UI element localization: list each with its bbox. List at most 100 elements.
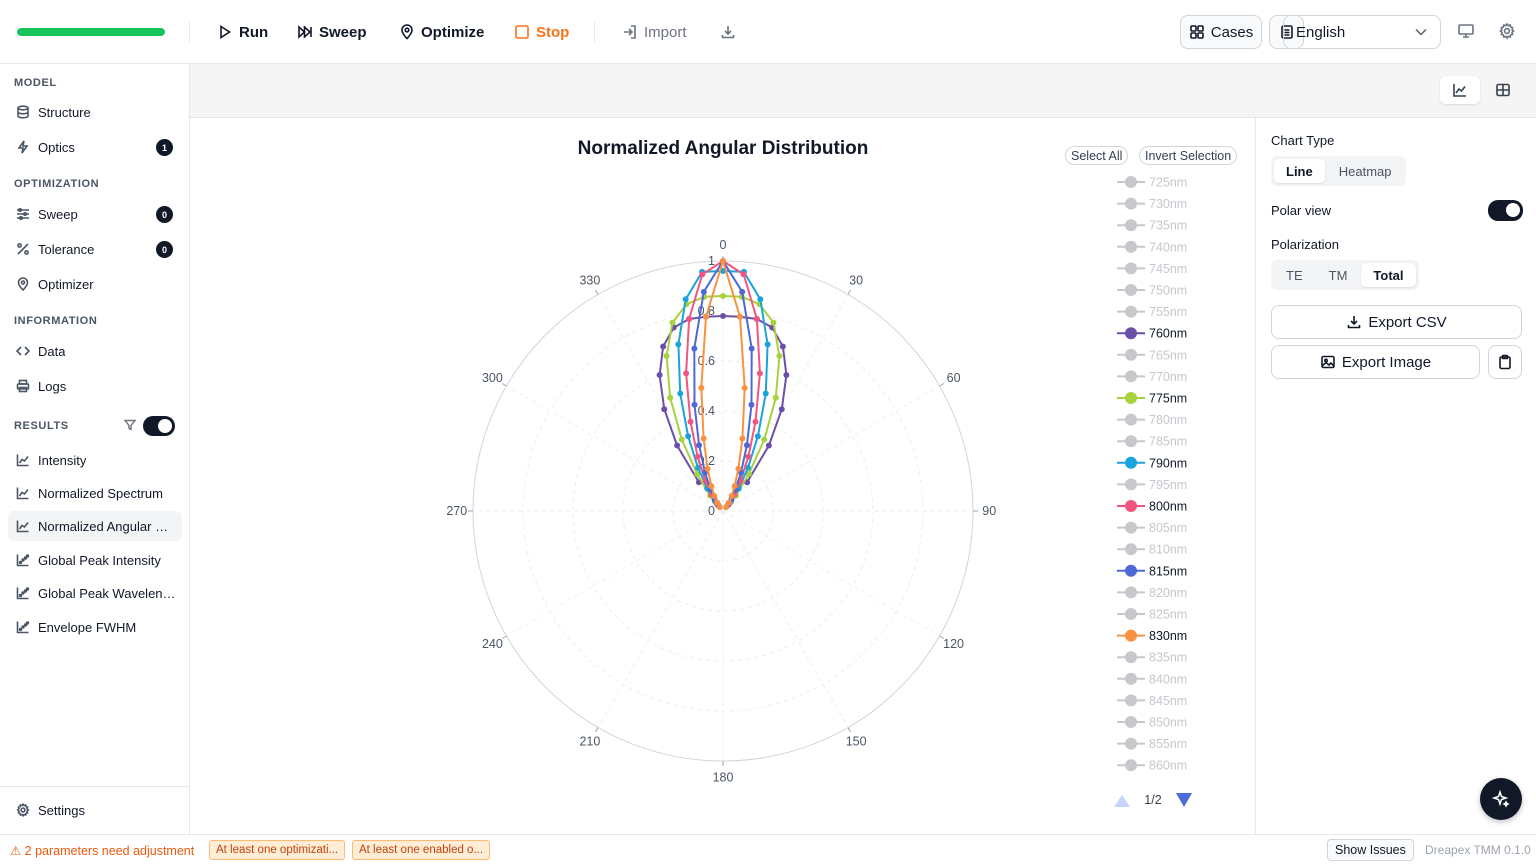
legend-marker bbox=[1125, 737, 1137, 750]
polar-view-toggle[interactable] bbox=[1488, 200, 1523, 221]
polarization-total[interactable]: Total bbox=[1361, 263, 1416, 287]
optimize-button[interactable]: Optimize bbox=[399, 20, 484, 44]
polar-chart: Normalized Angular Distribution 0 30 60 90 1… bbox=[446, 138, 1192, 807]
sidebar-item-normalized-spectrum[interactable]: Normalized Spectrum bbox=[8, 478, 182, 508]
filter-icon[interactable] bbox=[124, 419, 136, 431]
chart-type-heatmap[interactable]: Heatmap bbox=[1338, 163, 1392, 179]
database-icon bbox=[17, 105, 29, 119]
export-image-button[interactable]: Export Image bbox=[1271, 345, 1480, 379]
issue-chip[interactable]: At least one optimizati... bbox=[209, 840, 346, 860]
export-csv-button[interactable]: Export CSV bbox=[1271, 305, 1522, 339]
invert-selection-button[interactable]: Invert Selection bbox=[1139, 146, 1238, 165]
sidebar-item-optics[interactable]: Optics 1 bbox=[8, 132, 182, 162]
data-point bbox=[720, 258, 726, 264]
legend-label: 805nm bbox=[1149, 521, 1187, 535]
stop-button[interactable]: Stop bbox=[514, 20, 569, 44]
sidebar-item-logs[interactable]: Logs bbox=[8, 371, 182, 401]
legend-item[interactable]: 730nm bbox=[1117, 197, 1187, 211]
sidebar-item-global-peak-intensity[interactable]: Global Peak Intensity bbox=[8, 545, 182, 575]
legend-label: 760nm bbox=[1149, 327, 1187, 341]
angle-tick-label: 270 bbox=[446, 504, 467, 518]
import-button[interactable]: Import bbox=[622, 20, 687, 44]
legend-item[interactable]: 755nm bbox=[1117, 305, 1187, 319]
issue-chip[interactable]: At least one enabled o... bbox=[352, 840, 491, 860]
data-point bbox=[685, 433, 692, 440]
angular-tick bbox=[595, 727, 599, 733]
results-filter-toggle[interactable] bbox=[143, 416, 175, 436]
sweep-button[interactable]: Sweep bbox=[297, 20, 367, 44]
legend-item[interactable]: 810nm bbox=[1117, 543, 1187, 557]
scatter-chart-icon bbox=[16, 621, 30, 634]
legend-item[interactable]: 840nm bbox=[1117, 672, 1187, 686]
stop-square-icon bbox=[515, 25, 529, 39]
language-select[interactable]: English bbox=[1283, 15, 1441, 49]
legend-item[interactable]: 830nm bbox=[1117, 629, 1187, 643]
download-button[interactable] bbox=[720, 20, 736, 44]
sidebar-item-optimizer[interactable]: Optimizer bbox=[8, 269, 182, 299]
gear-icon[interactable] bbox=[1498, 22, 1516, 40]
legend-label: 775nm bbox=[1149, 392, 1187, 406]
polarization-label: Polarization bbox=[1271, 237, 1339, 252]
table-view-button[interactable] bbox=[1483, 76, 1523, 104]
legend-item[interactable]: 750nm bbox=[1117, 284, 1187, 298]
legend-item[interactable]: 770nm bbox=[1117, 370, 1187, 384]
chart-view-button[interactable] bbox=[1440, 76, 1480, 104]
run-button[interactable]: Run bbox=[217, 20, 268, 44]
legend-item[interactable]: 795nm bbox=[1117, 478, 1187, 492]
chart-settings-panel: Chart Type Line Heatmap Polar view Polar… bbox=[1255, 118, 1536, 834]
divider bbox=[594, 22, 595, 42]
sidebar-item-tolerance[interactable]: Tolerance 0 bbox=[8, 234, 182, 264]
legend-label: 740nm bbox=[1149, 240, 1187, 254]
legend-item[interactable]: 765nm bbox=[1117, 348, 1187, 362]
legend-item[interactable]: 820nm bbox=[1117, 586, 1187, 600]
legend-item[interactable]: 735nm bbox=[1117, 219, 1187, 233]
legend-item[interactable]: 835nm bbox=[1117, 651, 1187, 665]
legend-item[interactable]: 740nm bbox=[1117, 240, 1187, 254]
legend-item[interactable]: 855nm bbox=[1117, 737, 1187, 751]
page-down-icon[interactable] bbox=[1176, 793, 1192, 807]
sidebar-item-label: Global Peak Wavelength bbox=[38, 585, 176, 601]
page-up-icon[interactable] bbox=[1114, 795, 1130, 807]
legend-item[interactable]: 790nm bbox=[1117, 456, 1187, 470]
data-point bbox=[735, 465, 742, 472]
legend-marker bbox=[1125, 176, 1137, 188]
legend-item[interactable]: 800nm bbox=[1117, 500, 1187, 514]
polarization-tm[interactable]: TM bbox=[1328, 267, 1348, 283]
legend-item[interactable]: 825nm bbox=[1117, 608, 1187, 622]
cases-button[interactable]: Cases bbox=[1180, 15, 1262, 49]
legend-item[interactable]: 760nm bbox=[1117, 327, 1187, 341]
data-point bbox=[675, 341, 682, 348]
section-results: RESULTS bbox=[14, 420, 69, 432]
legend-item[interactable]: 815nm bbox=[1117, 564, 1187, 578]
warning-text[interactable]: ⚠ 2 parameters need adjustment bbox=[10, 844, 195, 858]
legend-item[interactable]: 845nm bbox=[1117, 694, 1187, 708]
sidebar-item-envelope-fwhm[interactable]: Envelope FWHM bbox=[8, 612, 182, 642]
sidebar-item-settings[interactable]: Settings bbox=[8, 795, 182, 825]
legend-item[interactable]: 785nm bbox=[1117, 435, 1187, 449]
sidebar-item-sweep[interactable]: Sweep 0 bbox=[8, 199, 182, 229]
ai-assistant-button[interactable] bbox=[1480, 778, 1522, 820]
legend-item[interactable]: 745nm bbox=[1117, 262, 1187, 276]
copy-clipboard-button[interactable] bbox=[1488, 345, 1522, 379]
show-issues-button[interactable]: Show Issues bbox=[1327, 839, 1414, 861]
sidebar-item-intensity[interactable]: Intensity bbox=[8, 445, 182, 475]
angular-tick bbox=[847, 289, 851, 295]
polarization-te[interactable]: TE bbox=[1286, 267, 1303, 283]
sidebar-item-data[interactable]: Data bbox=[8, 336, 182, 366]
legend-item[interactable]: 780nm bbox=[1117, 413, 1187, 427]
sidebar-item-label: Tolerance bbox=[38, 241, 95, 257]
sidebar-item-global-peak-wavelength[interactable]: Global Peak Wavelength bbox=[8, 578, 182, 608]
sidebar-item-label: Global Peak Intensity bbox=[38, 552, 161, 568]
data-point bbox=[756, 370, 763, 377]
chart-type-line[interactable]: Line bbox=[1274, 159, 1325, 183]
legend-item[interactable]: 775nm bbox=[1117, 392, 1187, 406]
sidebar-item-normalized-angular[interactable]: Normalized Angular Distribution bbox=[8, 511, 182, 541]
sidebar-item-structure[interactable]: Structure bbox=[8, 97, 182, 127]
legend-item[interactable]: 725nm bbox=[1117, 176, 1187, 190]
select-all-button[interactable]: Select All bbox=[1065, 146, 1129, 165]
monitor-icon[interactable] bbox=[1457, 22, 1475, 40]
legend-item[interactable]: 805nm bbox=[1117, 521, 1187, 535]
legend-item[interactable]: 850nm bbox=[1117, 716, 1187, 730]
sidebar: MODEL Structure Optics 1 OPTIMIZATION Sw… bbox=[0, 64, 190, 834]
legend-item[interactable]: 860nm bbox=[1117, 759, 1187, 773]
